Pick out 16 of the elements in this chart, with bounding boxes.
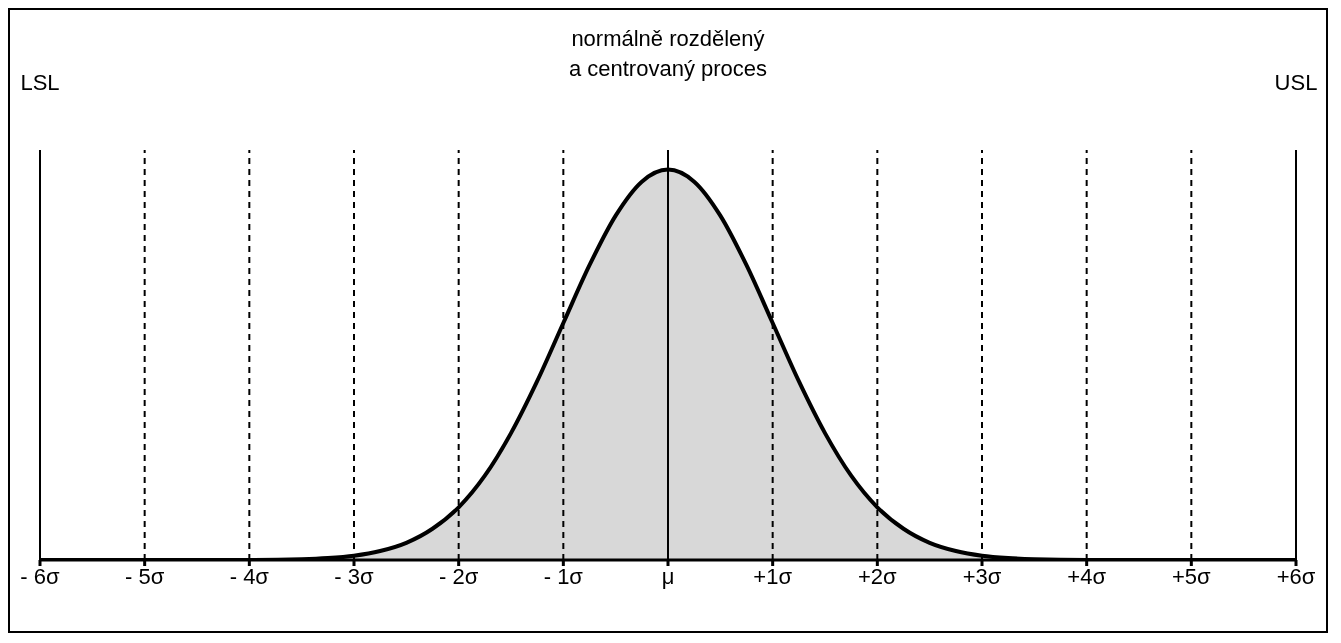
chart-title: normálně rozdělený a centrovaný proces bbox=[567, 25, 769, 81]
x-tick-label: +4σ bbox=[1067, 563, 1107, 589]
x-tick-label: - 3σ bbox=[334, 563, 375, 589]
ref-line-label: USL bbox=[1274, 70, 1318, 95]
x-tick-label: - 1σ bbox=[543, 563, 584, 589]
x-tick-label: - 6σ bbox=[20, 563, 61, 589]
x-tick-label: - 5σ bbox=[125, 563, 165, 589]
x-tick-label: +3σ bbox=[962, 563, 1002, 589]
x-tick-label: +1σ bbox=[753, 563, 793, 589]
x-tick-label: +2σ bbox=[858, 563, 898, 589]
x-tick-label: +6σ bbox=[1276, 563, 1316, 589]
x-tick-label: - 2σ bbox=[439, 563, 479, 589]
x-tick-label: +5σ bbox=[1172, 563, 1212, 589]
x-tick-label: μ bbox=[661, 563, 675, 589]
ref-line-label: LSL bbox=[20, 70, 60, 95]
x-tick-label: - 4σ bbox=[229, 563, 270, 589]
